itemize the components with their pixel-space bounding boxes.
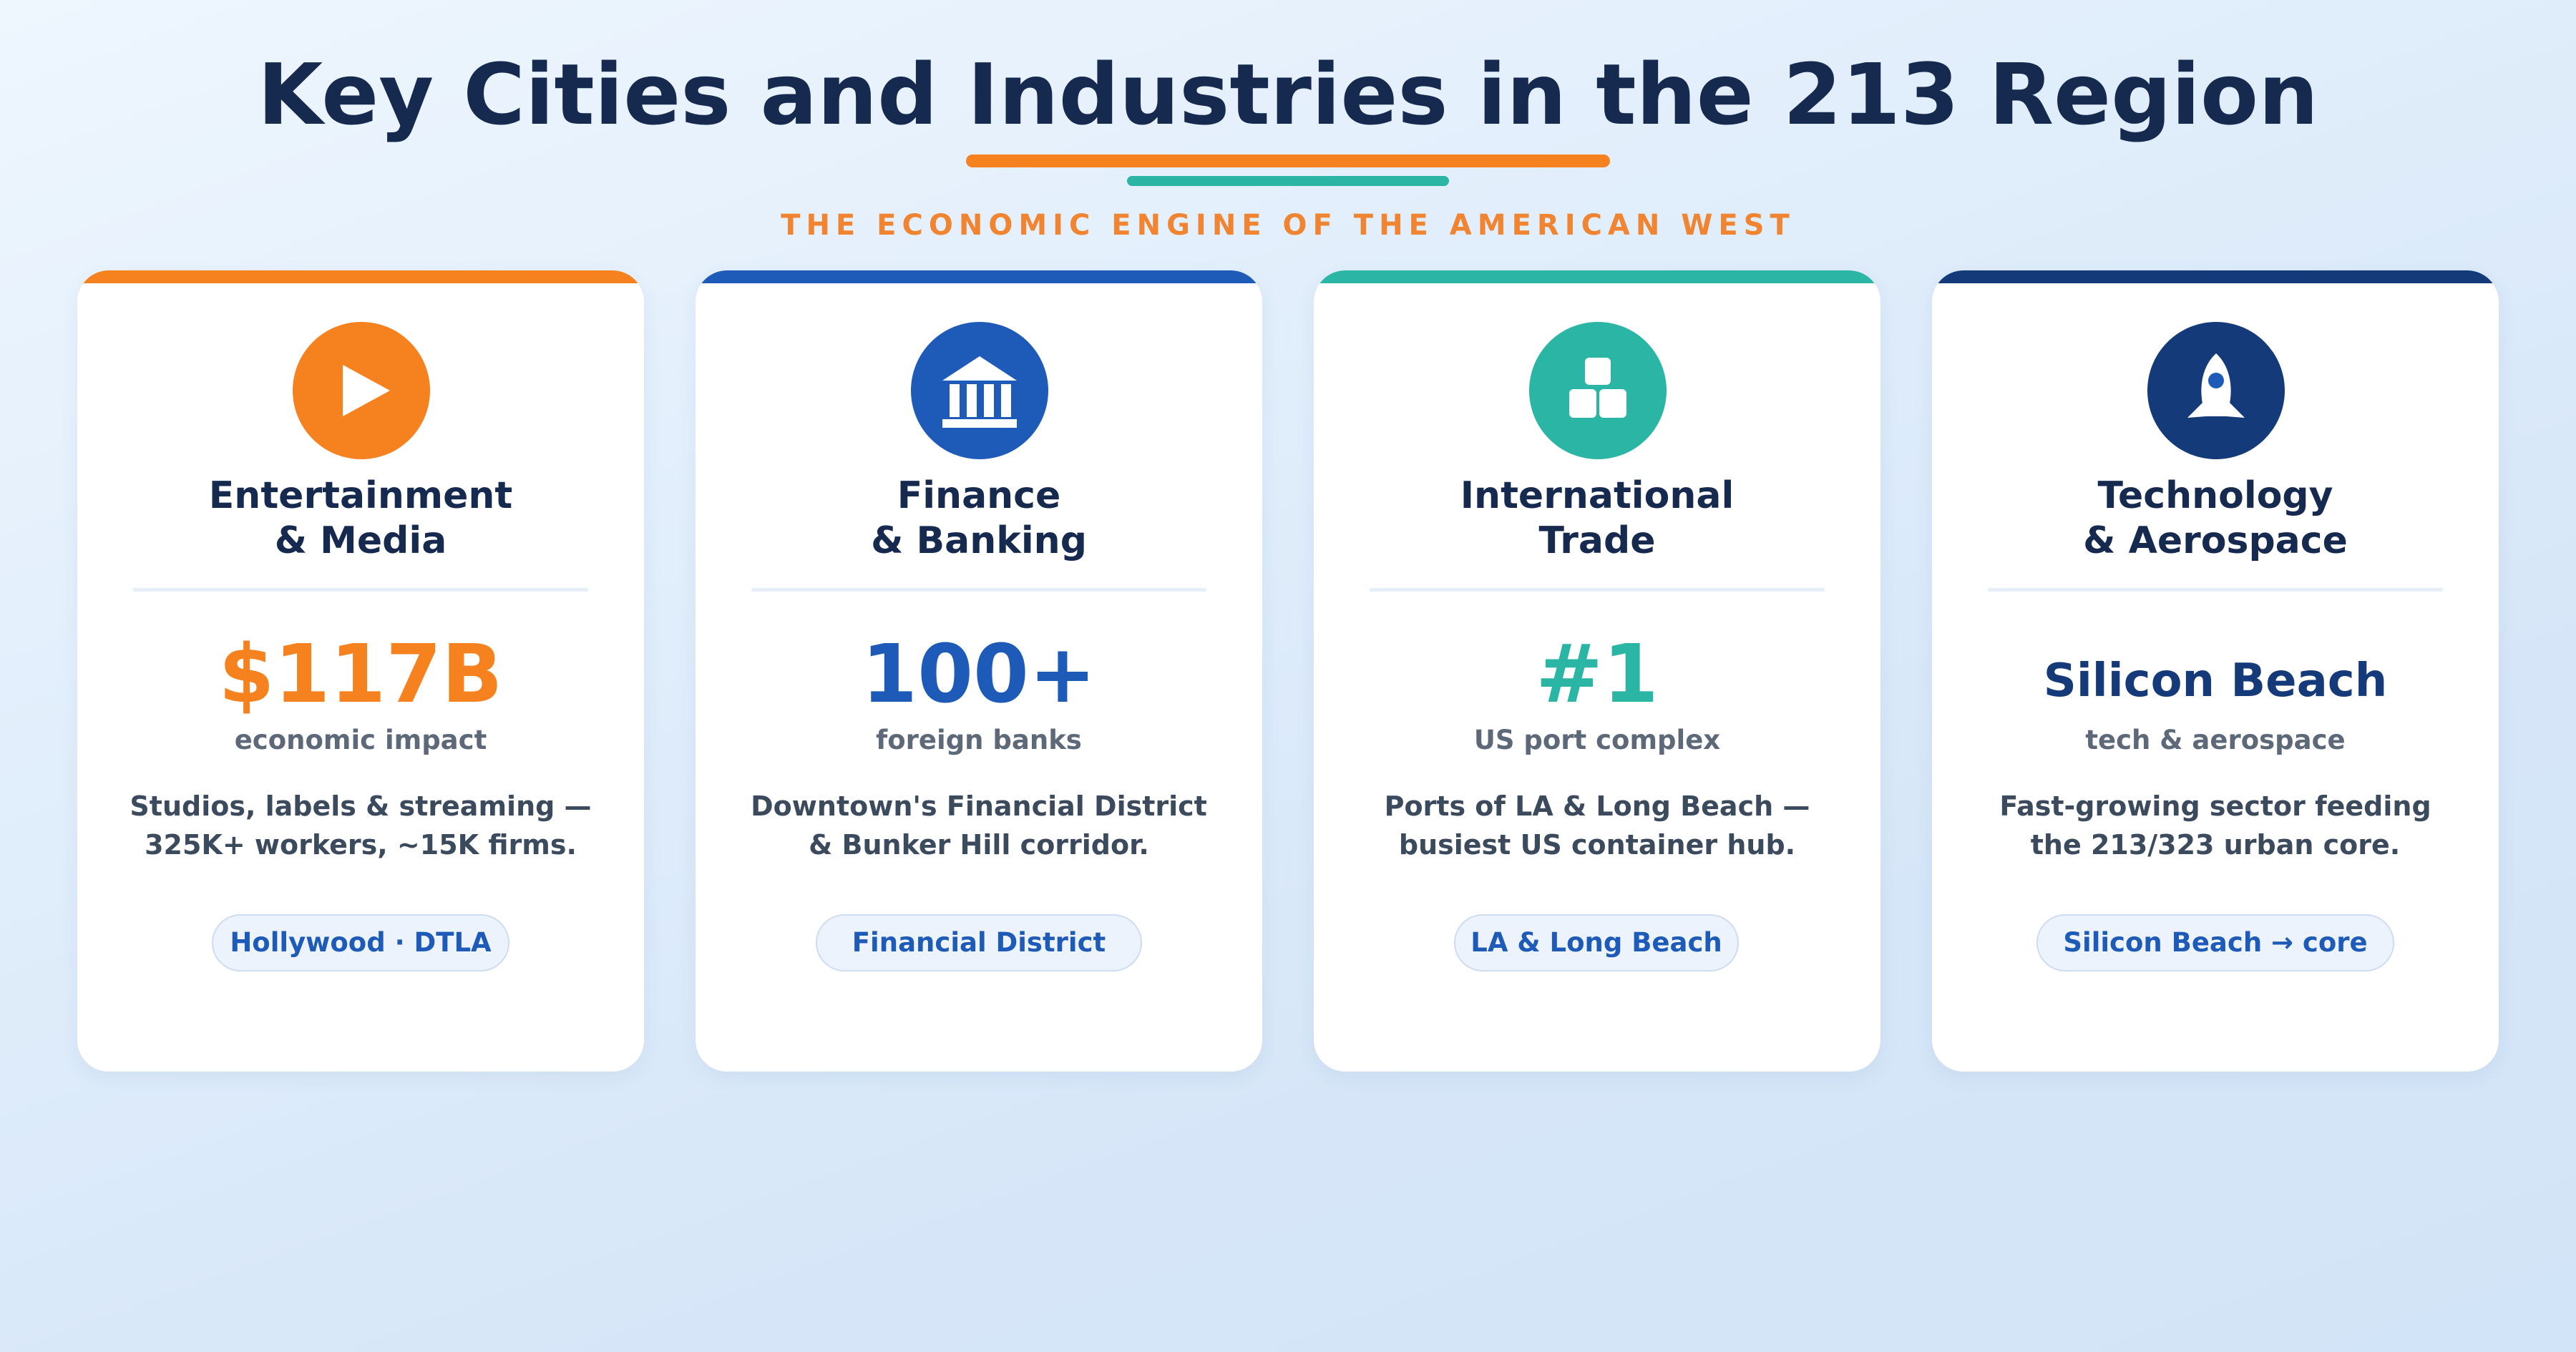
location-tag: Silicon Beach → core — [2036, 914, 2394, 971]
card-stat-value: 100+ — [862, 628, 1096, 721]
card-stat-label: tech & aerospace — [2085, 725, 2346, 755]
location-tag: Hollywood · DTLA — [212, 914, 509, 971]
card-stat-label: US port complex — [1473, 725, 1721, 755]
card-title: Technology & Aerospace — [2083, 474, 2348, 562]
card-stat-label: economic impact — [234, 725, 487, 755]
page-title: Key Cities and Industries in the 213 Reg… — [257, 45, 2319, 144]
card-stat-value: #1 — [1536, 628, 1659, 721]
card-title: International Trade — [1460, 474, 1735, 562]
industry-card-entertainment: Entertainment & Media $117B economic imp… — [77, 270, 644, 1072]
bank-icon — [911, 322, 1048, 459]
location-tag: LA & Long Beach — [1454, 914, 1739, 971]
card-divider — [1988, 588, 2443, 592]
cargo-boxes-icon — [1529, 322, 1667, 459]
title-underline-orange — [966, 155, 1610, 167]
card-title: Finance & Banking — [871, 474, 1087, 562]
card-divider — [1370, 588, 1825, 592]
card-stat-value: $117B — [218, 628, 503, 721]
card-accent-bar — [696, 270, 1262, 283]
card-stat-label: foreign banks — [876, 725, 1082, 755]
card-stat-value: Silicon Beach — [2043, 655, 2388, 707]
card-divider — [133, 588, 588, 592]
title-underline-teal — [1127, 176, 1449, 186]
play-icon — [293, 322, 430, 459]
industry-card-finance: Finance & Banking 100+ foreign banks Dow… — [696, 270, 1262, 1072]
card-description: Fast-growing sector feeding the 213/323 … — [1999, 790, 2431, 861]
location-tag: Financial District — [816, 914, 1142, 971]
card-description: Ports of LA & Long Beach — busiest US co… — [1384, 790, 1810, 861]
industry-card-technology: Technology & Aerospace Silicon Beach tec… — [1932, 270, 2499, 1072]
card-accent-bar — [77, 270, 644, 283]
card-description: Downtown's Financial District & Bunker H… — [751, 790, 1207, 861]
card-title: Entertainment & Media — [208, 474, 513, 562]
card-accent-bar — [1932, 270, 2499, 283]
rocket-icon — [2147, 322, 2285, 459]
card-description: Studios, labels & streaming — 325K+ work… — [130, 790, 592, 861]
page-subtitle: THE ECONOMIC ENGINE OF THE AMERICAN WEST — [781, 209, 1795, 242]
industry-card-trade: International Trade #1 US port complex P… — [1314, 270, 1880, 1072]
card-accent-bar — [1314, 270, 1880, 283]
card-divider — [751, 588, 1206, 592]
